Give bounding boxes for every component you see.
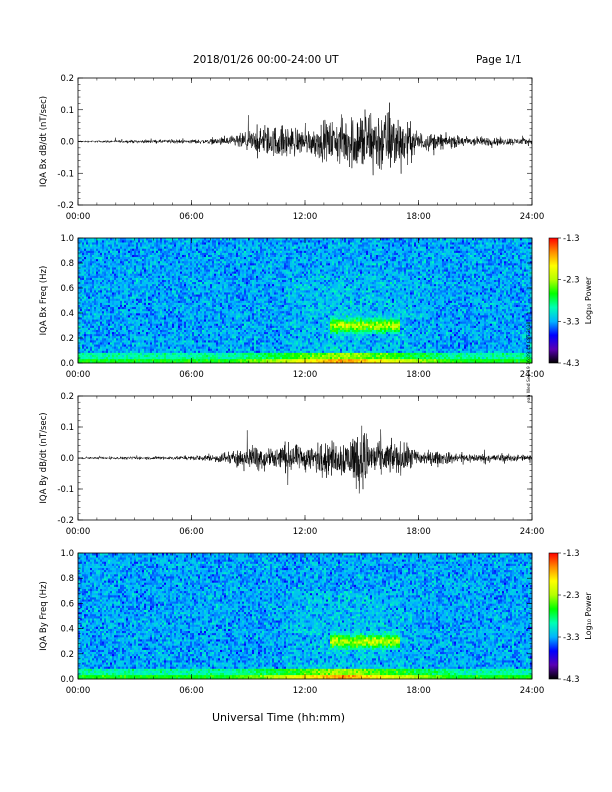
y-tick-label: -0.2	[57, 201, 74, 211]
colorbar-label: Log₁₀ Power	[584, 276, 593, 324]
y-tick-label: -0.1	[57, 169, 74, 179]
x-tick-label: 24:00	[520, 370, 545, 380]
x-tick-label: 24:00	[520, 686, 545, 696]
y-tick-label: 0.6	[60, 599, 74, 609]
panel-2: -1.3 -2.3 -3.3 -4.3 Log₁₀ Power 1.0 0.8 0.6 0.4 0…	[39, 234, 593, 380]
x-tick-label: 18:00	[406, 370, 431, 380]
colorbar-tick-label: -4.3	[563, 675, 580, 685]
x-tick-label: 00:00	[66, 370, 91, 380]
timestamp-stamp: eah Wed Sep 19 16:09:44 CST 2018	[527, 313, 532, 403]
spectrogram-cells	[78, 553, 532, 679]
y-tick-label: 0.0	[60, 138, 74, 148]
signal-trace	[78, 426, 532, 494]
x-axis-label: Universal Time (hh:mm)	[212, 711, 345, 724]
colorbar-tick-label: -1.3	[563, 549, 580, 559]
x-tick-label: 18:00	[406, 212, 431, 222]
colorbar-tick-label: -4.3	[563, 359, 580, 369]
x-tick-label: 12:00	[293, 370, 318, 380]
y-tick-label: 0.1	[60, 423, 74, 433]
colorbar-tick-label: -1.3	[563, 234, 580, 244]
colorbar-tick-label: -2.3	[563, 591, 580, 601]
colorbar	[549, 553, 558, 679]
y-tick-label: 0.2	[60, 74, 74, 84]
y-tick-label: 0.1	[60, 106, 74, 116]
x-tick-label: 06:00	[179, 527, 204, 537]
y-tick-label: 0.8	[60, 574, 74, 584]
y-tick-label: 0.0	[60, 359, 74, 369]
y-tick-label: 1.0	[60, 549, 74, 559]
y-tick-label: 0.4	[60, 309, 74, 319]
x-tick-label: 24:00	[520, 527, 545, 537]
spectrogram-cells	[78, 238, 532, 363]
colorbar-label: Log₁₀ Power	[584, 592, 593, 640]
y-axis-label: IQA By dB/dt (nT/sec)	[39, 412, 49, 503]
panel-4: -1.3 -2.3 -3.3 -4.3 Log₁₀ Power 1.0 0.8 0.6 0.4 0…	[39, 549, 593, 696]
signal-trace	[78, 103, 532, 176]
y-tick-label: -0.1	[57, 485, 74, 495]
panel-1: 0.2 0.1 0.0 -0.1 -0.200:00 06:00 12:00 18:00 24:…	[39, 74, 544, 222]
colorbar-tick-label: -3.3	[563, 317, 580, 327]
colorbar-tick-label: -2.3	[563, 276, 580, 286]
x-tick-label: 06:00	[179, 370, 204, 380]
x-tick-label: 06:00	[179, 686, 204, 696]
y-tick-label: 0.8	[60, 259, 74, 269]
y-tick-label: 0.0	[60, 675, 74, 685]
colorbar	[549, 238, 558, 363]
x-tick-label: 24:00	[520, 212, 545, 222]
x-tick-label: 18:00	[406, 527, 431, 537]
x-tick-label: 18:00	[406, 686, 431, 696]
y-tick-label: 0.0	[60, 454, 74, 464]
figure-canvas: 0.20.10.0-0.1-0.200:00 06:00 12:00 18:00 24:…	[0, 0, 612, 792]
x-tick-label: 06:00	[179, 212, 204, 222]
y-tick-label: 1.0	[60, 234, 74, 244]
x-tick-label: 00:00	[66, 527, 91, 537]
x-tick-label: 00:00	[66, 212, 91, 222]
panel-3: 0.2 0.1 0.0 -0.1 -0.200:00 06:00 12:00 18:00 24:…	[39, 392, 544, 537]
x-tick-label: 00:00	[66, 686, 91, 696]
y-tick-label: 0.2	[60, 334, 74, 344]
y-tick-label: 0.2	[60, 650, 74, 660]
y-tick-label: 0.4	[60, 625, 74, 635]
y-axis-label: IQA Bx dB/dt (nT/sec)	[39, 96, 49, 187]
colorbar-tick-label: -3.3	[563, 633, 580, 643]
y-axis-label: IQA By Freq (Hz)	[39, 581, 49, 651]
y-tick-label: -0.2	[57, 516, 74, 526]
x-tick-label: 12:00	[293, 212, 318, 222]
x-tick-label: 12:00	[293, 686, 318, 696]
y-axis-label: IQA Bx Freq (Hz)	[39, 266, 49, 336]
x-tick-label: 12:00	[293, 527, 318, 537]
y-tick-label: 0.6	[60, 284, 74, 294]
y-tick-label: 0.2	[60, 392, 74, 402]
